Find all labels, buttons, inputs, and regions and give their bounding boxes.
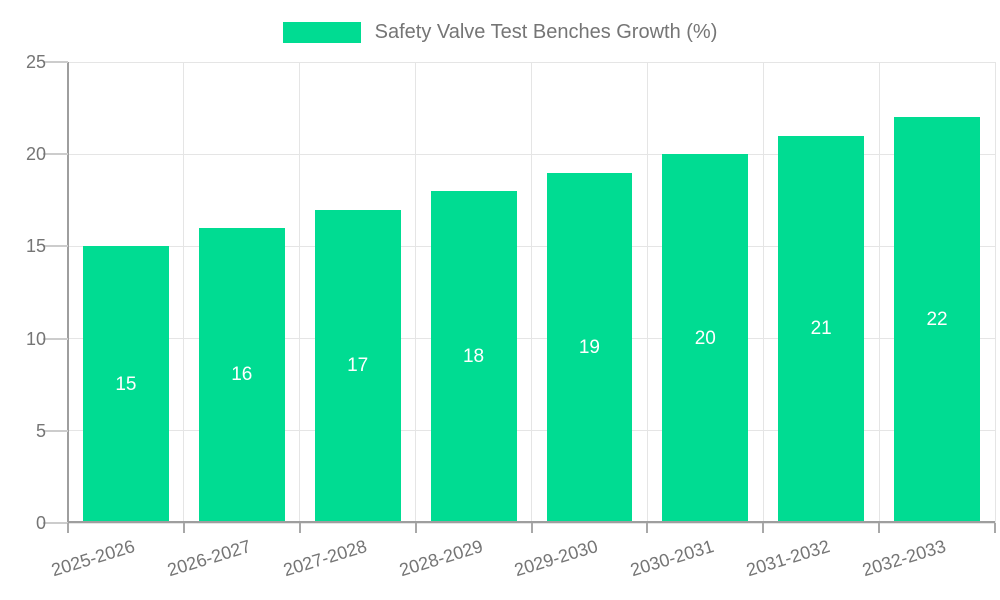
v-gridline bbox=[878, 62, 880, 523]
y-axis-tick-label: 20 bbox=[25, 144, 46, 165]
bar-value-label: 19 bbox=[578, 336, 600, 358]
v-gridline bbox=[415, 62, 417, 523]
v-gridline bbox=[994, 62, 996, 523]
legend[interactable]: Safety Valve Test Benches Growth (%) bbox=[0, 20, 1000, 44]
bar[interactable] bbox=[662, 154, 749, 523]
bar-value-label: 17 bbox=[347, 355, 369, 377]
v-gridline bbox=[183, 62, 185, 523]
x-axis-tick bbox=[878, 523, 881, 533]
v-gridline bbox=[762, 62, 764, 523]
bar[interactable] bbox=[314, 209, 401, 523]
x-axis-tick bbox=[67, 523, 69, 533]
y-axis-tick-label: 15 bbox=[25, 236, 46, 257]
bar[interactable] bbox=[430, 191, 517, 523]
x-axis-tick bbox=[646, 523, 649, 533]
bar-value-label: 15 bbox=[115, 373, 137, 395]
y-axis-tick bbox=[43, 153, 68, 156]
y-axis-tick-label: 0 bbox=[35, 513, 46, 533]
y-axis-tick bbox=[43, 61, 68, 63]
y-axis-tick-label: 5 bbox=[35, 420, 46, 441]
bar-value-label: 18 bbox=[462, 346, 485, 368]
y-axis-tick bbox=[43, 245, 68, 248]
v-gridline bbox=[646, 62, 648, 523]
legend-swatch bbox=[282, 21, 361, 43]
y-axis-tick bbox=[43, 429, 68, 432]
x-axis-tick bbox=[182, 523, 185, 533]
bar[interactable] bbox=[778, 135, 865, 523]
bar[interactable] bbox=[546, 172, 633, 523]
y-axis-line bbox=[67, 62, 69, 523]
v-gridline bbox=[299, 62, 301, 523]
x-axis-tick bbox=[762, 523, 765, 533]
bar-value-label: 21 bbox=[810, 318, 832, 340]
x-axis-line bbox=[68, 521, 995, 523]
x-axis-tick bbox=[994, 523, 996, 533]
bar-value-label: 20 bbox=[694, 327, 716, 349]
x-axis-tick bbox=[530, 523, 533, 533]
bar[interactable] bbox=[83, 246, 169, 523]
bar[interactable] bbox=[198, 227, 285, 523]
bar-value-label: 22 bbox=[926, 309, 948, 331]
bar-value-label: 16 bbox=[231, 364, 253, 386]
x-axis-tick bbox=[298, 523, 301, 533]
v-gridline bbox=[531, 62, 532, 523]
y-axis-tick bbox=[43, 337, 68, 340]
bar[interactable] bbox=[894, 117, 980, 523]
plot-area: 0 5 10 15 20 25 15 2025-2026 16 2026-2027 17 2027-2… bbox=[26, 52, 996, 580]
y-axis-tick-label: 10 bbox=[25, 328, 46, 349]
x-axis-tick bbox=[414, 523, 417, 533]
y-axis-tick bbox=[43, 522, 68, 524]
legend-label: Safety Valve Test Benches Growth (%) bbox=[374, 21, 718, 43]
y-axis-tick-label: 25 bbox=[25, 52, 46, 72]
